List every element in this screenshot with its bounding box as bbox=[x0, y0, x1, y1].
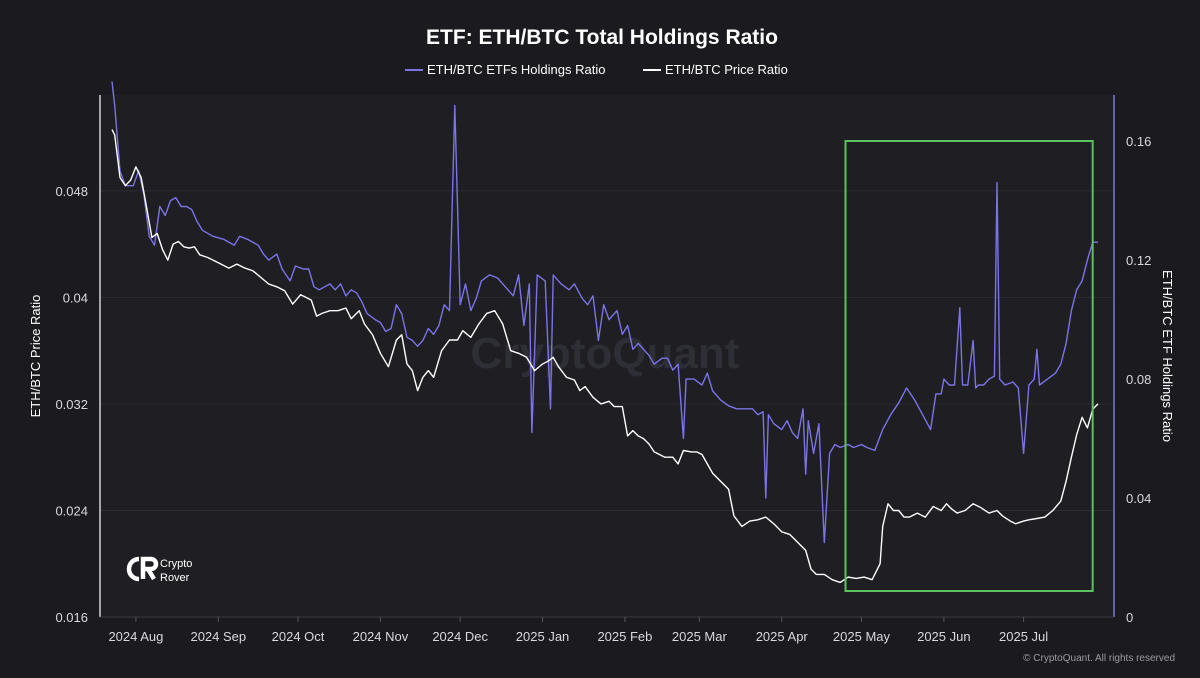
copyright: © CryptoQuant. All rights reserved bbox=[1023, 653, 1175, 664]
highlight-box bbox=[844, 140, 1094, 592]
y-axis-right-label: ETH/BTC ETF Holdings Ratio bbox=[1160, 270, 1175, 442]
legend: ETH/BTC ETFs Holdings Ratio ETH/BTC Pric… bbox=[405, 62, 788, 77]
y-right-tick-3: 0.12 bbox=[1126, 253, 1151, 268]
axes: 0.016 0.024 0.032 0.04 0.048 0 0.04 0.08 0.12 0.1… bbox=[55, 95, 1151, 644]
legend-label-holdings: ETH/BTC ETFs Holdings Ratio bbox=[427, 62, 605, 77]
y-left-tick-1: 0.024 bbox=[55, 503, 88, 518]
x-tick-3: 2024 Nov bbox=[353, 629, 409, 644]
legend-label-price: ETH/BTC Price Ratio bbox=[665, 62, 788, 77]
x-tick-10: 2025 Jun bbox=[917, 629, 971, 644]
x-tick-7: 2025 Mar bbox=[672, 629, 728, 644]
y-right-tick-1: 0.04 bbox=[1126, 491, 1151, 506]
x-tick-9: 2025 May bbox=[833, 629, 891, 644]
x-tick-1: 2024 Sep bbox=[190, 629, 246, 644]
x-tick-6: 2025 Feb bbox=[597, 629, 652, 644]
y-left-tick-3: 0.04 bbox=[63, 290, 88, 305]
x-tick-8: 2025 Apr bbox=[756, 629, 809, 644]
y-axis-left-label: ETH/BTC Price Ratio bbox=[28, 295, 43, 418]
series-holdings-ratio-line bbox=[111, 81, 1098, 544]
y-left-tick-4: 0.048 bbox=[55, 184, 88, 199]
y-left-tick-2: 0.032 bbox=[55, 397, 88, 412]
x-tick-0: 2024 Aug bbox=[108, 629, 163, 644]
crypto-rover-logo-icon bbox=[126, 556, 140, 582]
y-left-tick-0: 0.016 bbox=[55, 610, 88, 625]
y-right-tick-2: 0.08 bbox=[1126, 372, 1151, 387]
y-right-tick-4: 0.16 bbox=[1126, 134, 1151, 149]
x-tick-4: 2024 Dec bbox=[432, 629, 488, 644]
crypto-rover-logo: Crypto Rover bbox=[126, 556, 192, 584]
plot-area bbox=[100, 95, 1114, 617]
x-tick-5: 2025 Jan bbox=[516, 629, 570, 644]
series-price-ratio-line bbox=[111, 129, 1099, 584]
y-right-tick-0: 0 bbox=[1126, 610, 1133, 625]
x-tick-2: 2024 Oct bbox=[272, 629, 325, 644]
watermark: CryptoQuant bbox=[471, 329, 740, 378]
series-layer bbox=[111, 81, 1099, 592]
logo-text-line1: Crypto bbox=[160, 558, 192, 570]
crypto-rover-logo-r-icon bbox=[140, 556, 159, 581]
x-tick-11: 2025 Jul bbox=[999, 629, 1048, 644]
chart-title: ETF: ETH/BTC Total Holdings Ratio bbox=[426, 26, 778, 49]
logo-text-line2: Rover bbox=[160, 572, 190, 584]
